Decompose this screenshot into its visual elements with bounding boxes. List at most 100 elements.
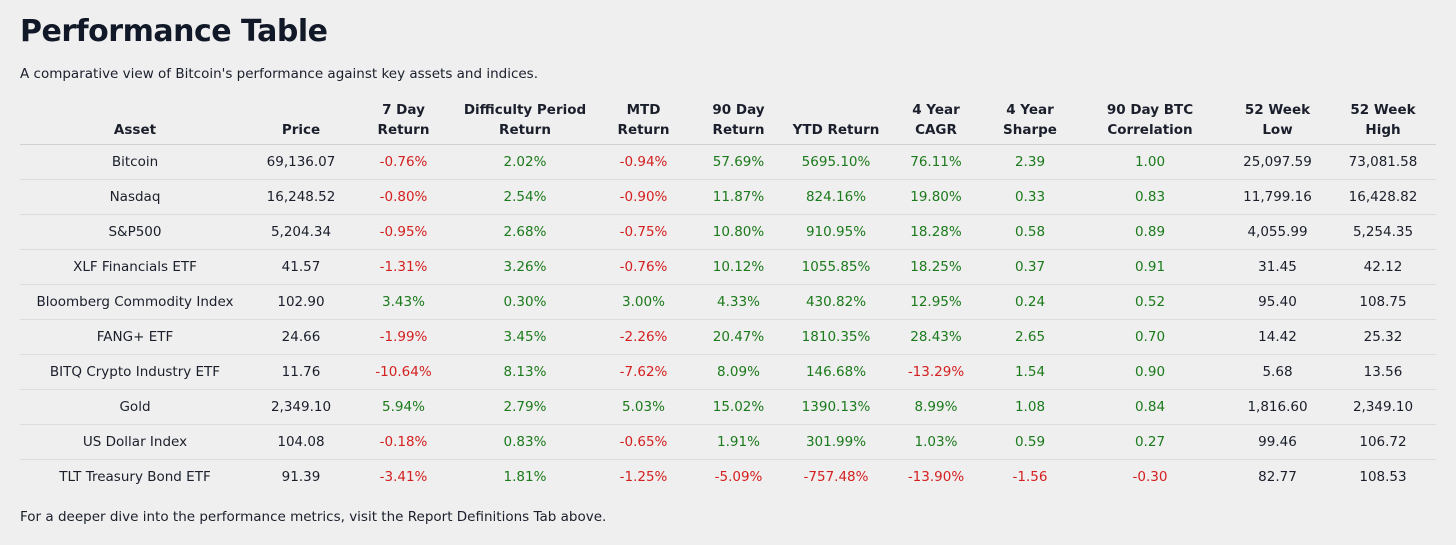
table-cell: 0.89 bbox=[1075, 214, 1225, 250]
table-row: Nasdaq 16,248.52 -0.80% 2.54% -0.90% 11.87% 82… bbox=[20, 179, 1436, 215]
table-cell: Gold bbox=[20, 389, 250, 425]
table-cell: 12.95% bbox=[887, 284, 985, 320]
table-cell: -0.76% bbox=[352, 144, 455, 180]
table-cell: 2.65 bbox=[985, 319, 1075, 355]
table-cell: 430.82% bbox=[785, 284, 887, 320]
table-cell: 24.66 bbox=[250, 319, 352, 355]
table-cell: -0.94% bbox=[595, 144, 692, 180]
table-cell: 1055.85% bbox=[785, 249, 887, 285]
table-cell: S&P500 bbox=[20, 214, 250, 250]
table-cell: 11,799.16 bbox=[1225, 179, 1330, 215]
table-cell: -13.90% bbox=[907, 469, 965, 485]
table-cell: 3.26% bbox=[455, 249, 595, 285]
table-cell: 2,349.10 bbox=[250, 389, 352, 425]
table-cell: 25,097.59 bbox=[1225, 144, 1330, 180]
table-cell: 0.84 bbox=[1075, 389, 1225, 425]
table-cell: 1.03% bbox=[887, 424, 985, 460]
table-cell: 1,816.60 bbox=[1225, 389, 1330, 425]
table-row: BITQ Crypto Industry ETF 11.76 -10.64% 8.13… bbox=[20, 354, 1436, 390]
table-cell: 2,349.10 bbox=[1330, 389, 1436, 425]
column-header: 7 Day Return bbox=[352, 100, 455, 145]
column-header: 90 Day Return bbox=[692, 100, 785, 145]
header-row: Asset Price 7 Day Return Difficulty Period … bbox=[20, 100, 1436, 145]
table-cell: 2.68% bbox=[455, 214, 595, 250]
table-cell: 0.30% bbox=[455, 284, 595, 320]
table-row: Bitcoin 69,136.07 -0.76% 2.02% -0.94% 57.69% 5… bbox=[20, 144, 1436, 180]
table-cell: 0.83 bbox=[1075, 179, 1225, 215]
table-cell: 69,136.07 bbox=[250, 144, 352, 180]
table-cell: 25.32 bbox=[1330, 319, 1436, 355]
table-cell: -757.48% bbox=[803, 469, 869, 485]
table-cell: -0.90% bbox=[595, 179, 692, 215]
table-cell: 82.77 bbox=[1258, 469, 1297, 485]
table-cell: Bloomberg Commodity Index bbox=[20, 284, 250, 320]
table-cell: 5,204.34 bbox=[250, 214, 352, 250]
table-cell: -2.26% bbox=[595, 319, 692, 355]
table-cell: 31.45 bbox=[1225, 249, 1330, 285]
table-cell: 0.70 bbox=[1075, 319, 1225, 355]
table-cell: 4.33% bbox=[692, 284, 785, 320]
table-cell: -1.25% bbox=[619, 469, 668, 485]
subtitle: A comparative view of Bitcoin's performa… bbox=[20, 66, 539, 82]
table-cell: 1810.35% bbox=[785, 319, 887, 355]
table-cell: 108.53 bbox=[1359, 469, 1407, 485]
table-cell: 824.16% bbox=[785, 179, 887, 215]
table-cell: 57.69% bbox=[692, 144, 785, 180]
table-cell: -3.41% bbox=[379, 469, 428, 485]
table-cell: 2.54% bbox=[455, 179, 595, 215]
table-cell: 73,081.58 bbox=[1330, 144, 1436, 180]
table-cell: 3.45% bbox=[455, 319, 595, 355]
table-cell: 0.59 bbox=[985, 424, 1075, 460]
table-cell: BITQ Crypto Industry ETF bbox=[20, 354, 250, 390]
table-cell: 42.12 bbox=[1330, 249, 1436, 285]
column-header: Price bbox=[250, 100, 352, 145]
table-cell: -0.75% bbox=[595, 214, 692, 250]
table-cell: -7.62% bbox=[595, 354, 692, 390]
table-cell: 5695.10% bbox=[785, 144, 887, 180]
table-cell: 8.13% bbox=[455, 354, 595, 390]
column-header: 52 Week Low bbox=[1225, 100, 1330, 145]
table-cell: 99.46 bbox=[1225, 424, 1330, 460]
table-cell: 1.00 bbox=[1075, 144, 1225, 180]
table-row: Bloomberg Commodity Index 102.90 3.43% 0.30… bbox=[20, 284, 1436, 320]
table-cell: 1.81% bbox=[503, 469, 547, 485]
table-cell: 11.76 bbox=[250, 354, 352, 390]
table-cell: 8.99% bbox=[887, 389, 985, 425]
table-cell: 91.39 bbox=[281, 469, 321, 485]
table-cell: 910.95% bbox=[785, 214, 887, 250]
table-cell: -5.09% bbox=[714, 469, 763, 485]
table-cell: 19.80% bbox=[887, 179, 985, 215]
table-row: Gold 2,349.10 5.94% 2.79% 5.03% 15.02% 1390.13… bbox=[20, 389, 1436, 425]
table-cell: XLF Financials ETF bbox=[20, 249, 250, 285]
table-cell: 28.43% bbox=[887, 319, 985, 355]
table-cell: 2.02% bbox=[455, 144, 595, 180]
table-cell: 18.25% bbox=[887, 249, 985, 285]
table-cell: 0.27 bbox=[1075, 424, 1225, 460]
table-cell: 16,428.82 bbox=[1330, 179, 1436, 215]
table-cell: 3.00% bbox=[595, 284, 692, 320]
table-cell: 1.91% bbox=[692, 424, 785, 460]
table-cell: -0.76% bbox=[595, 249, 692, 285]
table-row: US Dollar Index 104.08 -0.18% 0.83% -0.65% 1.… bbox=[20, 424, 1436, 460]
table-row: XLF Financials ETF 41.57 -1.31% 3.26% -0.76%… bbox=[20, 249, 1436, 285]
title: Performance Table bbox=[20, 14, 328, 49]
table-cell: 1.08 bbox=[985, 389, 1075, 425]
table-cell: 10.80% bbox=[692, 214, 785, 250]
table-row: TLT Treasury Bond ETF 91.39 -3.41% 1.81% -1.… bbox=[20, 460, 1436, 495]
table-cell: 11.87% bbox=[692, 179, 785, 215]
table-cell: 0.91 bbox=[1075, 249, 1225, 285]
table-cell: 0.83% bbox=[455, 424, 595, 460]
table-cell: 106.72 bbox=[1330, 424, 1436, 460]
column-header: 4 Year CAGR bbox=[887, 100, 985, 145]
table-body: Bitcoin 69,136.07 -0.76% 2.02% -0.94% 57.69% 5… bbox=[20, 144, 1436, 495]
table-cell: 16,248.52 bbox=[250, 179, 352, 215]
table-cell: 10.12% bbox=[692, 249, 785, 285]
table-cell: 0.58 bbox=[985, 214, 1075, 250]
table-cell: -1.56 bbox=[1012, 469, 1048, 485]
table-cell: -10.64% bbox=[352, 354, 455, 390]
column-header: 90 Day BTC Correlation bbox=[1075, 100, 1225, 145]
column-header: Asset bbox=[20, 100, 250, 145]
table-cell: 41.57 bbox=[250, 249, 352, 285]
column-header: MTD Return bbox=[595, 100, 692, 145]
table-cell: 2.39 bbox=[985, 144, 1075, 180]
